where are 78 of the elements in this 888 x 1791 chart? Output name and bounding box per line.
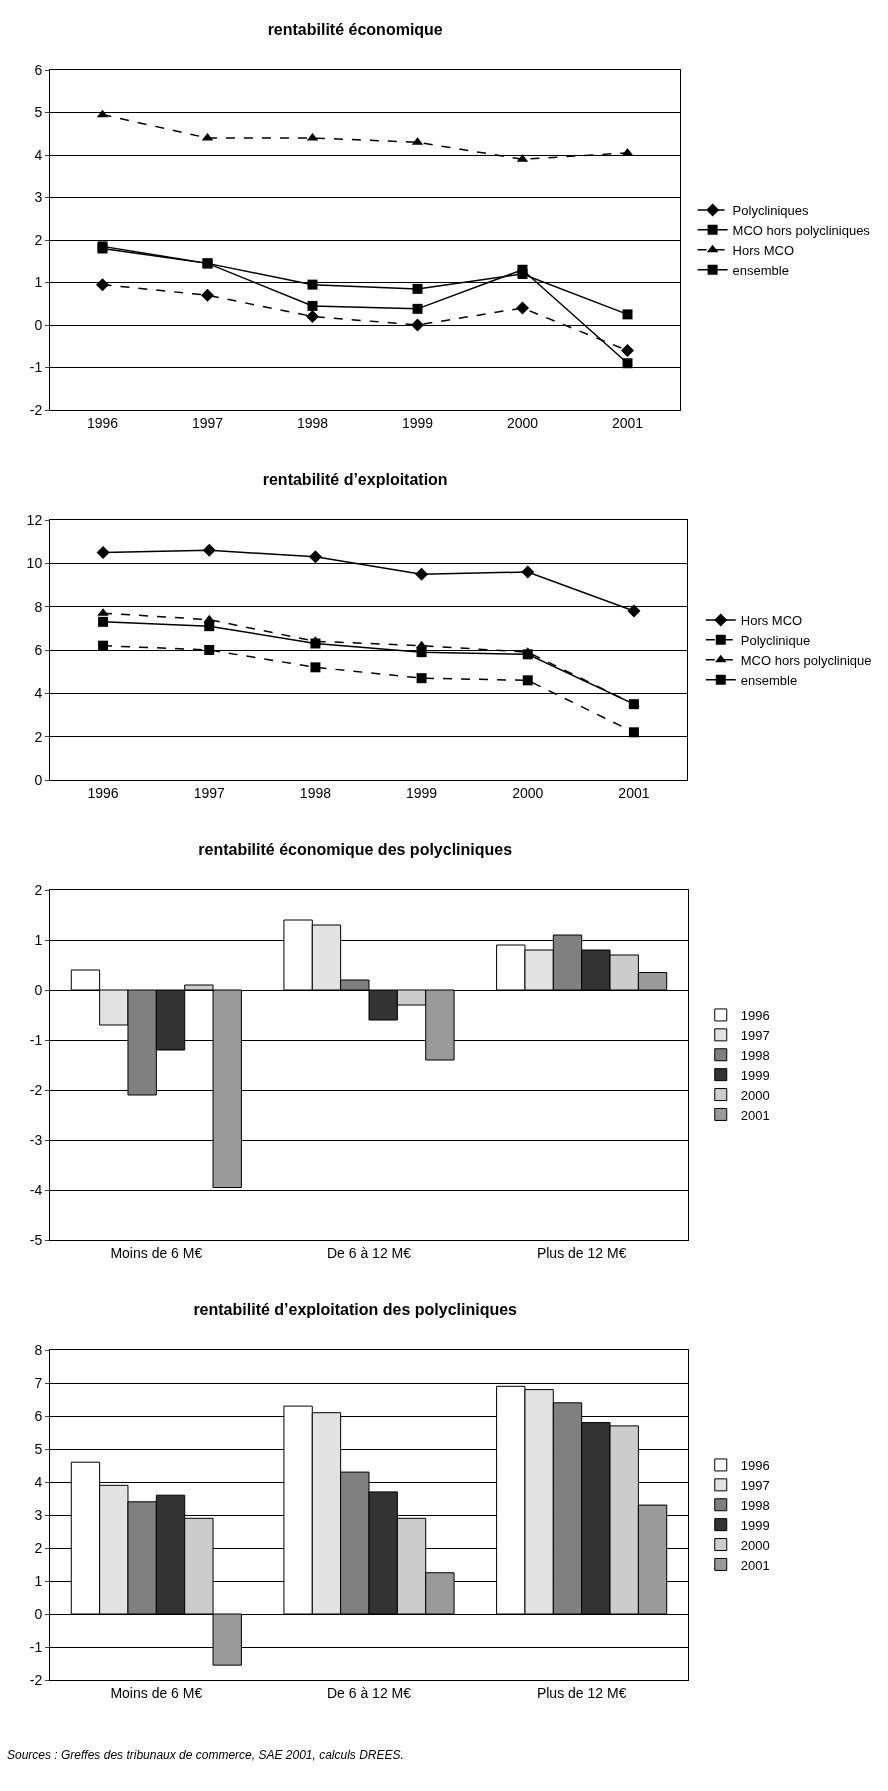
y-tick-label: -2: [29, 1671, 43, 1688]
source-note: Sources : Greffes des tribunaux de commerce, SAE 2001, calculs DREES.: [7, 1748, 404, 1762]
y-tick-label: 3: [34, 189, 43, 206]
y-tick-label: 7: [34, 1374, 43, 1391]
x-tick-label: 1998: [299, 784, 332, 801]
y-tick-label: 6: [34, 1407, 43, 1424]
x-tick-label: Plus de 12 M€: [536, 1684, 627, 1701]
y-tick-label: -1: [29, 359, 43, 376]
legend-label: Hors MCO: [740, 613, 803, 629]
y-tick-label: 4: [34, 1473, 43, 1490]
legend-label: 2001: [740, 1557, 770, 1573]
y-tick-label: 0: [34, 316, 43, 333]
y-tick-label: -1: [29, 1031, 43, 1048]
x-tick-label: 1998: [296, 414, 329, 431]
legend-label: 1999: [740, 1067, 770, 1083]
chart-title: rentabilité économique: [267, 21, 443, 38]
legend-label: 1996: [740, 1008, 770, 1024]
y-tick-label: 1: [34, 274, 43, 291]
y-tick-label: 0: [34, 1605, 43, 1622]
y-tick-label: 6: [34, 61, 43, 78]
y-tick-label: -5: [29, 1231, 43, 1248]
legend-label: 2000: [740, 1537, 770, 1553]
y-tick-label: 2: [34, 231, 43, 248]
y-tick-label: -3: [29, 1131, 43, 1148]
y-tick-label: 8: [34, 1341, 43, 1358]
x-tick-label: 1996: [86, 414, 119, 431]
y-tick-label: 5: [34, 1440, 43, 1457]
chart-title: rentabilité d’exploitation des polycliniques: [193, 1301, 518, 1318]
y-tick-label: 2: [34, 881, 43, 898]
legend-label: 1997: [740, 1477, 770, 1493]
x-tick-label: 1999: [406, 784, 438, 801]
chart-title: rentabilité d’exploitation: [262, 471, 448, 488]
legend-label: ensemble: [740, 672, 798, 688]
y-tick-label: 2: [34, 1539, 43, 1556]
y-tick-label: 6: [34, 641, 43, 658]
y-tick-label: 1: [34, 1572, 43, 1589]
x-tick-label: 1999: [401, 414, 434, 431]
x-tick-label: 1997: [191, 414, 224, 431]
y-tick-label: 2: [34, 728, 43, 745]
x-tick-label: De 6 à 12 M€: [326, 1244, 412, 1261]
x-tick-label: 1996: [87, 784, 119, 801]
legend-label: 1998: [740, 1497, 770, 1513]
legend-label: Polycliniques: [732, 203, 809, 219]
y-tick-label: 5: [34, 104, 43, 121]
x-tick-label: 1997: [193, 784, 226, 801]
x-tick-label: Moins de 6 M€: [110, 1244, 203, 1261]
y-tick-label: 0: [34, 771, 43, 788]
chart-title: rentabilité économique des polycliniques: [198, 841, 513, 858]
y-tick-label: 3: [34, 1506, 43, 1523]
legend-label: 1999: [740, 1517, 770, 1533]
legend-label: 1998: [740, 1047, 770, 1063]
y-tick-label: 4: [34, 685, 43, 702]
legend-label: MCO hors polycliniques: [732, 222, 871, 238]
y-tick-label: -1: [29, 1638, 43, 1655]
legend-label: 2001: [740, 1107, 770, 1123]
y-tick-label: -4: [29, 1181, 43, 1198]
y-tick-label: 8: [34, 598, 43, 615]
legend-label: 1997: [740, 1027, 770, 1043]
x-tick-label: 2001: [618, 784, 650, 801]
y-tick-label: 1: [34, 931, 43, 948]
legend-label: MCO hors polyclinique: [740, 652, 872, 668]
x-tick-label: 2000: [512, 784, 544, 801]
legend-label: Polyclinique: [740, 632, 811, 648]
y-tick-label: -2: [29, 1081, 43, 1098]
legend-label: ensemble: [732, 262, 789, 278]
y-tick-label: 4: [34, 146, 43, 163]
y-tick-label: -2: [29, 401, 43, 418]
x-tick-label: Plus de 12 M€: [536, 1244, 627, 1261]
y-tick-label: 12: [26, 511, 43, 528]
x-tick-label: De 6 à 12 M€: [326, 1684, 412, 1701]
x-tick-label: 2000: [506, 414, 539, 431]
legend-label: 2000: [740, 1087, 770, 1103]
legend-label: 1996: [740, 1458, 770, 1474]
x-tick-label: Moins de 6 M€: [110, 1684, 203, 1701]
legend-label: Hors MCO: [732, 242, 794, 258]
y-tick-label: 10: [26, 555, 43, 572]
y-tick-label: 0: [34, 981, 43, 998]
x-tick-label: 2001: [611, 414, 644, 431]
